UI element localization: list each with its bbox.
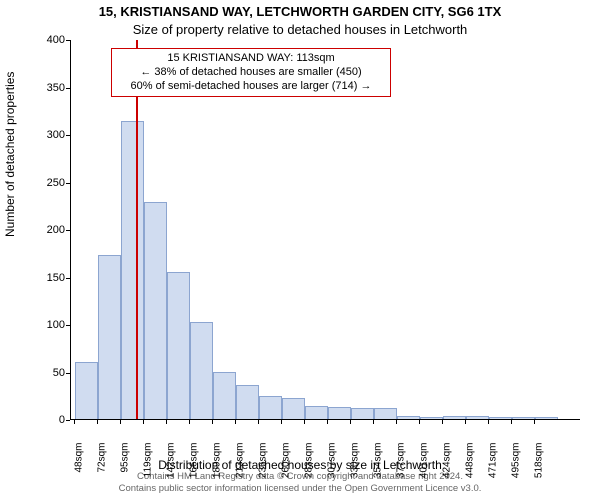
x-tick-mark [235,420,236,424]
histogram-bar [305,406,328,419]
annotation-line2: ← 38% of detached houses are smaller (45… [118,66,384,80]
histogram-bar [420,417,443,419]
y-tick-label: 250 [35,177,65,189]
histogram-bar [167,272,190,419]
x-tick-label: 142sqm [166,443,177,488]
histogram-bar [397,416,420,419]
histogram-bar [213,372,236,420]
x-tick-label: 119sqm [143,443,154,488]
x-tick-label: 189sqm [212,443,223,488]
x-tick-mark [212,420,213,424]
x-tick-mark [488,420,489,424]
histogram-bar [328,407,351,419]
x-tick-mark [304,420,305,424]
x-tick-label: 471sqm [488,443,499,488]
histogram-bar [443,416,466,419]
y-tick-label: 0 [35,414,65,426]
x-tick-mark [419,420,420,424]
x-tick-label: 48sqm [74,443,85,488]
x-tick-label: 166sqm [189,443,200,488]
y-tick-label: 100 [35,319,65,331]
histogram-bar [98,255,121,419]
x-tick-mark [166,420,167,424]
x-tick-mark [465,420,466,424]
histogram-bar [489,417,512,419]
y-tick-mark [66,88,70,89]
x-tick-mark [258,420,259,424]
x-tick-label: 518sqm [534,443,545,488]
y-tick-mark [66,420,70,421]
x-tick-label: 307sqm [327,443,338,488]
y-tick-mark [66,373,70,374]
x-tick-label: 401sqm [419,443,430,488]
histogram-chart: 15, KRISTIANSAND WAY, LETCHWORTH GARDEN … [0,0,600,500]
x-tick-mark [511,420,512,424]
x-tick-label: 260sqm [281,443,292,488]
y-tick-mark [66,230,70,231]
y-tick-mark [66,135,70,136]
x-tick-label: 448sqm [465,443,476,488]
histogram-bar [466,416,489,419]
x-tick-mark [396,420,397,424]
x-tick-mark [327,420,328,424]
x-tick-label: 72sqm [97,443,108,488]
x-tick-label: 377sqm [396,443,407,488]
y-tick-mark [66,278,70,279]
plot-area: 15 KRISTIANSAND WAY: 113sqm← 38% of deta… [70,40,580,420]
x-tick-mark [281,420,282,424]
y-axis-label: Number of detached properties [3,72,17,237]
x-tick-label: 213sqm [235,443,246,488]
histogram-bar [512,417,535,419]
histogram-bar [535,417,558,419]
y-tick-mark [66,183,70,184]
annotation-line3: 60% of semi-detached houses are larger (… [118,80,384,94]
x-tick-mark [74,420,75,424]
x-tick-mark [189,420,190,424]
x-tick-label: 283sqm [304,443,315,488]
y-tick-label: 200 [35,224,65,236]
x-tick-mark [350,420,351,424]
chart-title-line1: 15, KRISTIANSAND WAY, LETCHWORTH GARDEN … [0,4,600,19]
y-tick-mark [66,40,70,41]
y-tick-label: 350 [35,82,65,94]
x-tick-mark [143,420,144,424]
y-tick-label: 300 [35,129,65,141]
y-tick-mark [66,325,70,326]
histogram-bar [190,322,213,419]
y-tick-label: 50 [35,367,65,379]
annotation-box: 15 KRISTIANSAND WAY: 113sqm← 38% of deta… [111,48,391,97]
histogram-bar [121,121,144,419]
histogram-bar [144,202,167,419]
histogram-bar [282,398,305,419]
x-tick-label: 354sqm [373,443,384,488]
histogram-bar [75,362,98,419]
x-tick-label: 424sqm [442,443,453,488]
x-tick-label: 495sqm [511,443,522,488]
chart-title-line2: Size of property relative to detached ho… [0,22,600,37]
x-tick-label: 330sqm [350,443,361,488]
x-tick-mark [120,420,121,424]
histogram-bar [236,385,259,419]
x-tick-label: 95sqm [120,443,131,488]
x-tick-mark [442,420,443,424]
annotation-line1: 15 KRISTIANSAND WAY: 113sqm [118,52,384,66]
x-tick-mark [534,420,535,424]
y-tick-label: 150 [35,272,65,284]
x-tick-mark [97,420,98,424]
histogram-bar [351,408,374,419]
y-tick-label: 400 [35,34,65,46]
histogram-bar [374,408,397,419]
histogram-bar [259,396,282,419]
x-tick-mark [373,420,374,424]
x-tick-label: 236sqm [258,443,269,488]
